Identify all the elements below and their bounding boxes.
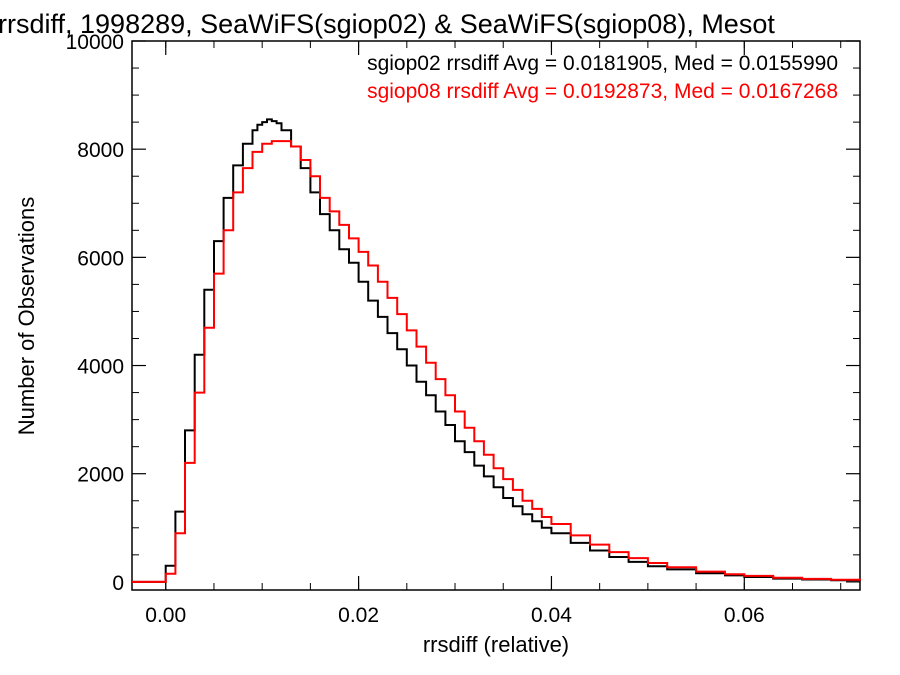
plot-frame [131, 40, 861, 591]
x-tick-label: 0.06 [724, 604, 765, 627]
y-tick-label: 8000 [77, 139, 124, 162]
x-tick-label: 0.00 [145, 604, 186, 627]
y-tick-labels: 0 2000 4000 6000 8000 10000 [66, 31, 124, 595]
y-tick-label: 0 [112, 572, 124, 595]
legend: sgiop02 rrsdiff Avg = 0.0181905, Med = 0… [367, 52, 838, 103]
chart-title: rrsdiff, 1998289, SeaWiFS(sgiop02) & Sea… [0, 9, 775, 39]
series-line-sgiop08 [132, 140, 861, 583]
x-axis-label: rrsdiff (relative) [423, 632, 569, 657]
x-tick-label: 0.02 [338, 604, 379, 627]
x-tick-labels: 0.00 0.02 0.04 0.06 [145, 604, 764, 627]
y-tick-label: 10000 [66, 31, 124, 54]
y-axis-label: Number of Observations [14, 197, 39, 435]
y-tick-label: 6000 [77, 247, 124, 270]
y-tick-label: 4000 [77, 356, 124, 379]
legend-entry-sgiop02: sgiop02 rrsdiff Avg = 0.0181905, Med = 0… [367, 52, 838, 75]
series-line-sgiop02 [132, 118, 861, 583]
y-tick-label: 2000 [77, 464, 124, 487]
axis-ticks [132, 40, 860, 590]
legend-entry-sgiop08: sgiop08 rrsdiff Avg = 0.0192873, Med = 0… [367, 80, 838, 103]
series-lines [132, 118, 861, 583]
plot-area [131, 40, 861, 591]
x-tick-label: 0.04 [531, 604, 572, 627]
